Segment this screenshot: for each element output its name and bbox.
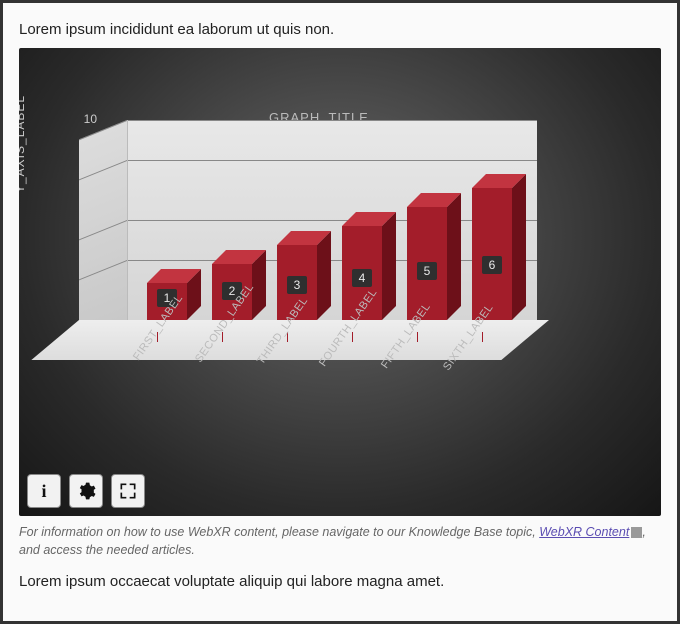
- help-link[interactable]: WebXR Content: [539, 525, 629, 539]
- intro-text: Lorem ipsum incididunt ea laborum ut qui…: [19, 21, 661, 38]
- gridline: [79, 160, 127, 180]
- chart-left-wall: [79, 120, 127, 339]
- x-tick-mark: [417, 332, 418, 342]
- bar-value-label: 5: [417, 262, 437, 280]
- chart-x-labels: FIRST_LABELSECOND_LABELTHIRD_LABELFOURTH…: [127, 338, 557, 428]
- gear-icon: [76, 481, 96, 501]
- bar-value-label: 6: [482, 256, 502, 274]
- x-tick-mark: [482, 332, 483, 342]
- viewer-controls: i: [27, 474, 145, 508]
- fullscreen-icon: [118, 481, 138, 501]
- help-prefix: For information on how to use WebXR cont…: [19, 525, 539, 539]
- outro-text: Lorem ipsum occaecat voluptate aliquip q…: [19, 573, 661, 590]
- bar-side: [317, 231, 331, 320]
- y-axis-label: Y_AXIS_LABEL: [19, 95, 27, 193]
- gridline: [79, 220, 127, 240]
- info-button[interactable]: i: [27, 474, 61, 508]
- bar-side: [447, 193, 461, 320]
- bar-side: [382, 212, 396, 320]
- page-container: Lorem ipsum incididunt ea laborum ut qui…: [0, 0, 680, 624]
- help-text: For information on how to use WebXR cont…: [19, 524, 661, 559]
- bar-side: [512, 174, 526, 320]
- y-tick-label: 10: [67, 112, 97, 126]
- gridline: [79, 260, 127, 280]
- info-icon: i: [41, 481, 46, 502]
- bar-value-label: 3: [287, 276, 307, 294]
- fullscreen-button[interactable]: [111, 474, 145, 508]
- bar-front: [472, 188, 512, 320]
- settings-button[interactable]: [69, 474, 103, 508]
- webxr-viewer: GRAPH_TITLE Y_AXIS_LABEL 035810 123456 F…: [19, 48, 661, 516]
- x-tick-mark: [352, 332, 353, 342]
- external-link-icon: [631, 527, 642, 538]
- chart-bars: 123456: [137, 120, 537, 320]
- bar-value-label: 4: [352, 269, 372, 287]
